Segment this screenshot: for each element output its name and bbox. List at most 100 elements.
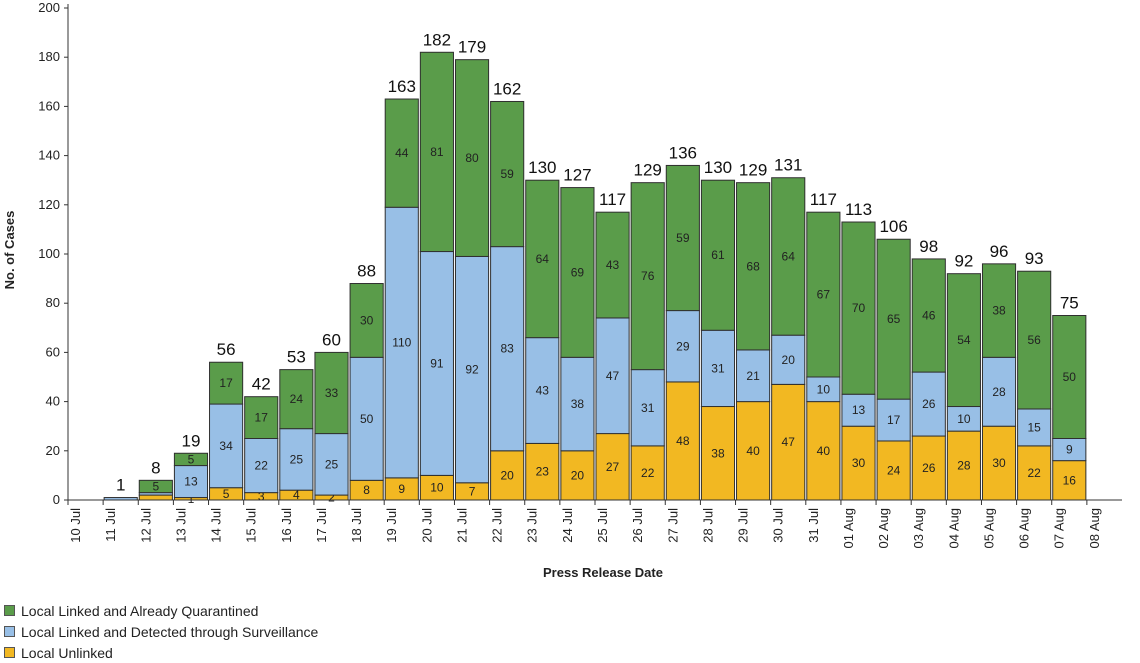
bar-segment-label: 91 (430, 356, 444, 370)
bar-segment-label: 47 (782, 435, 796, 449)
bar-segment (525, 442, 560, 501)
bar-segment (560, 356, 595, 452)
bar-segment (138, 479, 173, 494)
bar-segment-label: 31 (711, 361, 725, 375)
bar-segment-label: 26 (922, 461, 936, 475)
bar-segment-label: 5 (188, 452, 195, 466)
bar-segment-label: 69 (571, 265, 585, 279)
bar-total-label: 129 (634, 161, 662, 180)
bar-segment-label: 10 (957, 412, 971, 426)
x-tick-label: 30 Jul (771, 508, 786, 543)
bar-segment-label: 17 (255, 411, 269, 425)
legend-item-surveillance: Local Linked and Detected through Survei… (4, 621, 318, 642)
x-tick-label: 03 Aug (911, 508, 926, 549)
bar-segment-label: 25 (325, 457, 339, 471)
y-tick-label: 0 (53, 492, 60, 507)
bar-segment (946, 406, 981, 432)
y-tick-label: 180 (38, 49, 60, 64)
x-tick-label: 02 Aug (876, 508, 891, 549)
bar-segment (911, 435, 946, 501)
legend-swatch-unlinked (4, 647, 15, 658)
bar-segment-label: 13 (184, 475, 198, 489)
bar-segment (244, 396, 279, 439)
bar-segment-label: 9 (1066, 443, 1073, 457)
bar-total-label: 1 (116, 476, 125, 495)
bar-segment-label: 92 (465, 363, 479, 377)
legend: Local Linked and Already Quarantined Loc… (4, 600, 318, 663)
bar-segment (981, 356, 1017, 427)
bar-segment-label: 30 (852, 456, 866, 470)
bar-segment-label: 21 (746, 369, 760, 383)
bar-segment (314, 351, 349, 435)
bar-total-label: 162 (493, 79, 521, 98)
bar-segment-label: 25 (290, 452, 304, 466)
bar-segment-label: 20 (782, 353, 796, 367)
y-tick-label: 20 (46, 443, 60, 458)
bar-segment-label: 28 (957, 459, 971, 473)
bar-segment (419, 51, 454, 253)
x-tick-label: 19 Jul (384, 508, 399, 543)
bar-segment (384, 98, 419, 208)
bar-segment (595, 433, 630, 501)
bar-segment (630, 182, 665, 371)
bar-segment-label: 65 (887, 312, 901, 326)
bar-segment-label: 33 (325, 386, 339, 400)
x-tick-label: 25 Jul (595, 508, 610, 543)
bar-total-label: 56 (217, 340, 236, 359)
y-tick-label: 40 (46, 394, 60, 409)
x-tick-label: 22 Jul (490, 508, 505, 543)
bar-segment-label: 30 (360, 313, 374, 327)
bar-segment (806, 376, 841, 403)
x-tick-label: 13 Jul (173, 508, 188, 543)
bar-total-label: 53 (287, 348, 306, 367)
bar-segment-label: 43 (606, 258, 620, 272)
bar-segment (911, 258, 946, 373)
bar-segment (771, 334, 806, 385)
bar-total-label: 117 (810, 190, 837, 209)
bar-segment (1052, 460, 1087, 501)
bar-segment (876, 398, 911, 442)
x-tick-label: 11 Jul (103, 508, 118, 542)
bar-segment-label: 29 (676, 339, 690, 353)
legend-item-unlinked: Local Unlinked (4, 642, 318, 663)
bar-segment (349, 356, 384, 481)
y-tick-label: 160 (38, 98, 60, 113)
bar-segment (946, 430, 981, 501)
x-tick-label: 06 Aug (1017, 508, 1032, 549)
bar-segment (209, 403, 244, 489)
bar-segment (911, 371, 946, 437)
bar-segment-label: 59 (676, 231, 690, 245)
bar-segment-label: 15 (1027, 420, 1041, 434)
bar-segment-label: 22 (1027, 466, 1041, 480)
bar-segment (279, 369, 314, 430)
bar-segment (595, 317, 630, 435)
x-tick-label: 29 Jul (736, 508, 751, 543)
bar-segment (349, 283, 384, 358)
bar-total-label: 42 (252, 375, 271, 394)
bar-segment (173, 452, 209, 467)
y-axis-title: No. of Cases (2, 211, 17, 290)
bar-segment-label: 47 (606, 369, 620, 383)
bar-segment-label: 40 (746, 444, 760, 458)
bar-segment-label: 40 (817, 444, 831, 458)
x-tick-label: 31 Jul (806, 508, 821, 543)
bar-segment (490, 246, 525, 452)
bar-segment-label: 38 (992, 304, 1006, 318)
bar-segment (630, 369, 665, 447)
x-axis-title: Press Release Date (543, 565, 663, 580)
legend-label-surveillance: Local Linked and Detected through Survei… (21, 623, 319, 640)
y-tick-label: 140 (38, 148, 60, 163)
bar-segment-label: 50 (360, 412, 374, 426)
bar-total-label: 130 (704, 158, 732, 177)
bar-segment-label: 17 (219, 376, 233, 390)
bar-segment-label: 28 (992, 385, 1006, 399)
bar-total-label: 127 (563, 166, 591, 185)
bar-total-label: 179 (458, 38, 486, 57)
bar-segment (700, 329, 736, 408)
bar-segment-label: 5 (152, 479, 159, 493)
bar-segment-label: 50 (1063, 370, 1077, 384)
bar-segment (665, 164, 700, 312)
bar-segment-label: 68 (746, 259, 760, 273)
x-tick-label: 08 Aug (1087, 508, 1102, 549)
bar-segment-label: 4 (293, 488, 300, 502)
